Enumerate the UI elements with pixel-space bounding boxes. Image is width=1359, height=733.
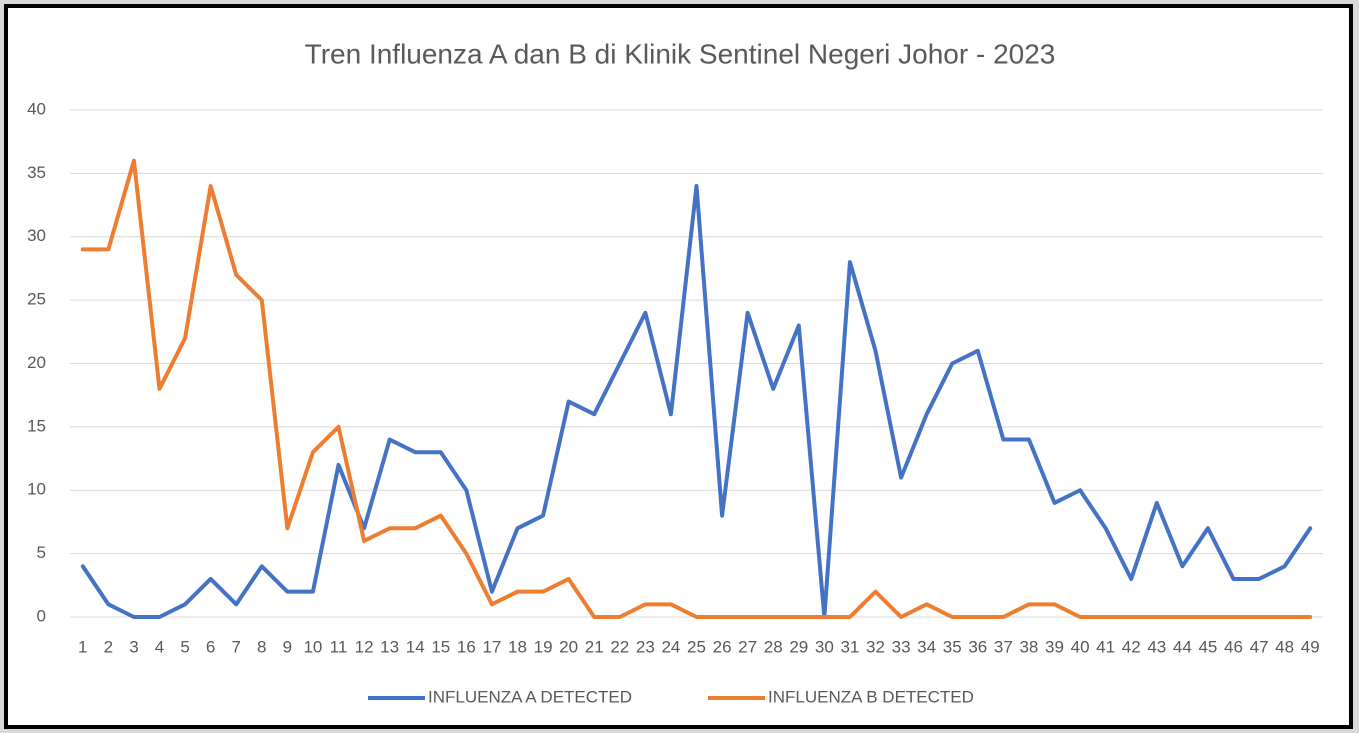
x-tick-label: 18 <box>508 637 527 656</box>
x-tick-label: 6 <box>206 637 215 656</box>
y-tick-label: 30 <box>27 226 46 245</box>
x-tick-label: 44 <box>1173 637 1192 656</box>
x-tick-label: 11 <box>330 637 348 656</box>
y-tick-label: 25 <box>27 290 46 309</box>
x-tick-label: 33 <box>892 637 911 656</box>
x-tick-label: 26 <box>713 637 732 656</box>
x-tick-label: 3 <box>129 637 138 656</box>
y-tick-label: 5 <box>37 543 46 562</box>
chart-title: Tren Influenza A dan B di Klinik Sentine… <box>305 38 1056 69</box>
x-tick-label: 24 <box>661 637 680 656</box>
x-tick-label: 7 <box>231 637 240 656</box>
x-tick-label: 30 <box>815 637 834 656</box>
x-tick-label: 25 <box>687 637 706 656</box>
x-tick-label: 38 <box>1019 637 1038 656</box>
x-tick-label: 37 <box>994 637 1013 656</box>
legend-label: INFLUENZA A DETECTED <box>428 687 632 706</box>
x-tick-label: 39 <box>1045 637 1064 656</box>
x-tick-label: 41 <box>1096 637 1115 656</box>
x-tick-label: 34 <box>917 637 936 656</box>
x-tick-label: 5 <box>180 637 189 656</box>
x-tick-label: 13 <box>380 637 399 656</box>
x-tick-label: 48 <box>1275 637 1294 656</box>
x-tick-label: 32 <box>866 637 885 656</box>
x-tick-label: 22 <box>610 637 629 656</box>
y-tick-label: 0 <box>37 606 46 625</box>
y-tick-label: 20 <box>27 353 46 372</box>
x-tick-label: 27 <box>738 637 757 656</box>
x-tick-label: 23 <box>636 637 655 656</box>
x-tick-label: 9 <box>283 637 292 656</box>
y-tick-label: 15 <box>27 416 46 435</box>
x-tick-label: 21 <box>585 637 604 656</box>
y-tick-label: 10 <box>27 480 46 499</box>
x-tick-label: 10 <box>303 637 322 656</box>
x-tick-label: 45 <box>1198 637 1217 656</box>
x-tick-label: 4 <box>155 637 164 656</box>
x-tick-label: 12 <box>355 637 374 656</box>
legend-label: INFLUENZA B DETECTED <box>768 687 974 706</box>
x-tick-label: 29 <box>789 637 808 656</box>
x-tick-label: 49 <box>1301 637 1320 656</box>
x-tick-label: 42 <box>1122 637 1141 656</box>
series-line <box>80 158 1313 619</box>
x-tick-label: 1 <box>78 637 87 656</box>
x-tick-label: 8 <box>257 637 266 656</box>
x-tick-label: 31 <box>840 637 859 656</box>
x-tick-label: 14 <box>406 637 425 656</box>
x-tick-label: 16 <box>457 637 476 656</box>
x-tick-label: 43 <box>1147 637 1166 656</box>
y-tick-label: 35 <box>27 163 46 182</box>
x-tick-label: 2 <box>104 637 113 656</box>
x-tick-label: 19 <box>534 637 553 656</box>
x-tick-label: 35 <box>943 637 962 656</box>
x-tick-label: 28 <box>764 637 783 656</box>
x-tick-label: 17 <box>482 637 501 656</box>
x-tick-label: 20 <box>559 637 578 656</box>
y-tick-label: 40 <box>27 99 46 118</box>
x-tick-label: 15 <box>431 637 450 656</box>
x-tick-label: 46 <box>1224 637 1243 656</box>
x-tick-label: 36 <box>968 637 987 656</box>
series-line <box>80 184 1313 619</box>
x-tick-label: 47 <box>1250 637 1269 656</box>
x-tick-label: 40 <box>1071 637 1090 656</box>
